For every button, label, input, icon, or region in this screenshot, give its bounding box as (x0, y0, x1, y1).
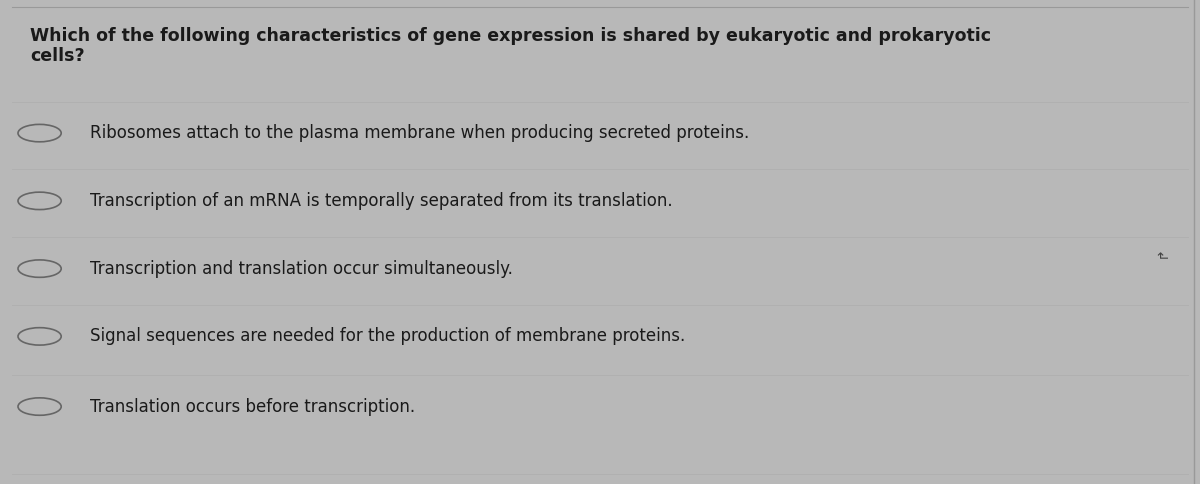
Text: Ribosomes attach to the plasma membrane when producing secreted proteins.: Ribosomes attach to the plasma membrane … (90, 124, 749, 142)
Text: Signal sequences are needed for the production of membrane proteins.: Signal sequences are needed for the prod… (90, 327, 685, 346)
Text: Transcription of an mRNA is temporally separated from its translation.: Transcription of an mRNA is temporally s… (90, 192, 673, 210)
Text: ↲: ↲ (1151, 251, 1165, 262)
Text: Which of the following characteristics of gene expression is shared by eukaryoti: Which of the following characteristics o… (30, 27, 991, 65)
Text: Transcription and translation occur simultaneously.: Transcription and translation occur simu… (90, 259, 512, 278)
Text: Translation occurs before transcription.: Translation occurs before transcription. (90, 397, 415, 416)
